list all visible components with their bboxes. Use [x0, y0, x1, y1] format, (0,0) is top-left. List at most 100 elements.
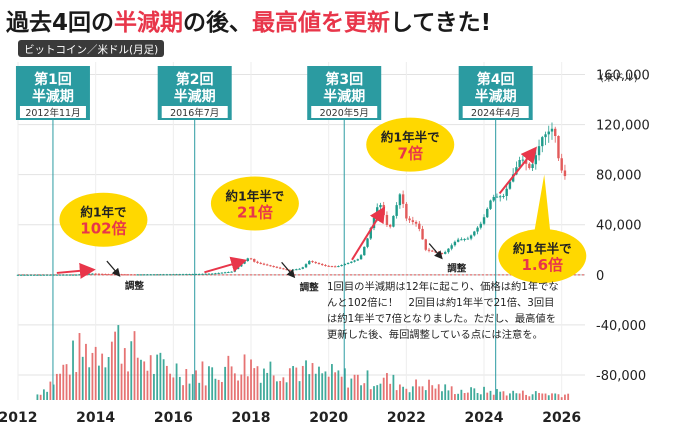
volume-bar	[483, 386, 485, 400]
candle-body	[388, 224, 392, 227]
adjust-label: 調整	[125, 280, 145, 292]
volume-bar	[379, 383, 382, 400]
volume-bar	[49, 381, 52, 400]
candle-body	[518, 160, 521, 168]
volume-bar	[460, 389, 463, 400]
candle-body	[198, 273, 201, 275]
halving-title: 第2回	[176, 71, 214, 88]
volume-bar	[499, 391, 502, 400]
trend-arrow	[56, 262, 96, 279]
y-tick-label: -80,000	[596, 369, 646, 384]
volume-bar	[531, 394, 534, 400]
volume-bar	[567, 393, 570, 400]
candle-body	[39, 274, 42, 276]
candle-body	[68, 274, 71, 276]
x-tick-label: 2014	[76, 410, 115, 426]
trend-arrows	[56, 146, 538, 279]
candle-body	[492, 196, 495, 201]
volume-bar	[237, 380, 239, 400]
volume-bar	[162, 359, 165, 400]
volume-bar	[153, 373, 155, 400]
volume-bar	[408, 392, 411, 400]
volume-bar	[331, 364, 333, 400]
volume-bar	[541, 393, 544, 400]
candle-body	[143, 274, 146, 276]
candle-body	[230, 271, 233, 273]
callout-bubble	[59, 192, 148, 247]
candle-body	[304, 264, 308, 268]
volume-bar	[301, 365, 304, 400]
volume-bar	[424, 390, 427, 400]
candle-body	[379, 204, 382, 208]
candle-body	[534, 155, 538, 165]
trend-arrow	[351, 206, 386, 261]
candle-body	[476, 227, 479, 232]
candle-body	[214, 273, 217, 275]
volume-bar	[324, 371, 327, 400]
volume-bar	[525, 394, 527, 400]
volume-bar	[415, 379, 417, 400]
candle-body	[168, 274, 172, 276]
volume-bar	[479, 394, 482, 400]
volume-bar	[172, 377, 175, 400]
candle-body	[32, 274, 36, 276]
volume-bar	[120, 363, 123, 400]
volume-bar	[39, 394, 42, 400]
volume-bar	[314, 373, 317, 400]
candle-body	[330, 266, 334, 268]
volume-bar	[353, 374, 356, 400]
volume-bar	[191, 374, 194, 400]
candle-body	[29, 274, 33, 276]
candle-body	[311, 261, 314, 263]
volume-bar	[395, 390, 398, 400]
candle-body	[346, 262, 350, 264]
adjust-arrow	[281, 261, 296, 279]
candle-body	[314, 262, 317, 264]
candle-body	[469, 235, 473, 239]
candle-body	[78, 274, 81, 276]
volume-bar	[214, 378, 217, 400]
title-segment: 半減期	[114, 10, 183, 36]
candle-body	[94, 273, 97, 275]
candle-body	[450, 245, 453, 249]
volume-bar	[551, 393, 553, 400]
candle-body	[333, 266, 337, 268]
candle-body	[175, 274, 178, 276]
callout-line1: 約1年半で	[513, 241, 572, 256]
volume-bar	[560, 397, 563, 400]
volume-bar	[512, 390, 515, 400]
candle-body	[55, 274, 59, 276]
candle-body	[178, 274, 182, 276]
volume-bar	[554, 393, 557, 400]
candle-body	[113, 274, 117, 276]
note-line: 1回目の半減期は12年に起こり、価格は約1年でな	[327, 280, 559, 293]
candle-body	[557, 135, 560, 159]
title-segment: の後、	[183, 9, 252, 36]
volume-bar	[266, 372, 269, 400]
volume-bar	[227, 355, 230, 400]
candle-body	[495, 196, 499, 198]
candle-body	[227, 271, 230, 273]
candle-body	[327, 265, 330, 267]
candle-body	[401, 194, 405, 204]
volume-bar	[521, 390, 524, 400]
candle-body	[369, 228, 372, 239]
candle-body	[505, 188, 508, 196]
volume-bar	[547, 395, 550, 400]
candle-body	[62, 274, 65, 276]
y-tick-label: 120,000	[596, 119, 650, 134]
candle-body	[272, 266, 275, 268]
volume-bar	[133, 331, 136, 400]
x-tick-label: 2020	[309, 410, 348, 426]
volume-bar	[178, 376, 181, 400]
volume-bar	[81, 356, 84, 400]
volume-bar	[42, 389, 45, 400]
svg-text:1回目の半減期は12年に起こり、価格は約1年でなんと102倍: 1回目の半減期は12年に起こり、価格は約1年でなんと102倍に！ 2回目は約1年…	[327, 280, 559, 341]
candle-body	[521, 159, 525, 161]
volume-bar	[85, 343, 87, 400]
candle-body	[321, 264, 324, 266]
candle-body	[110, 274, 114, 276]
